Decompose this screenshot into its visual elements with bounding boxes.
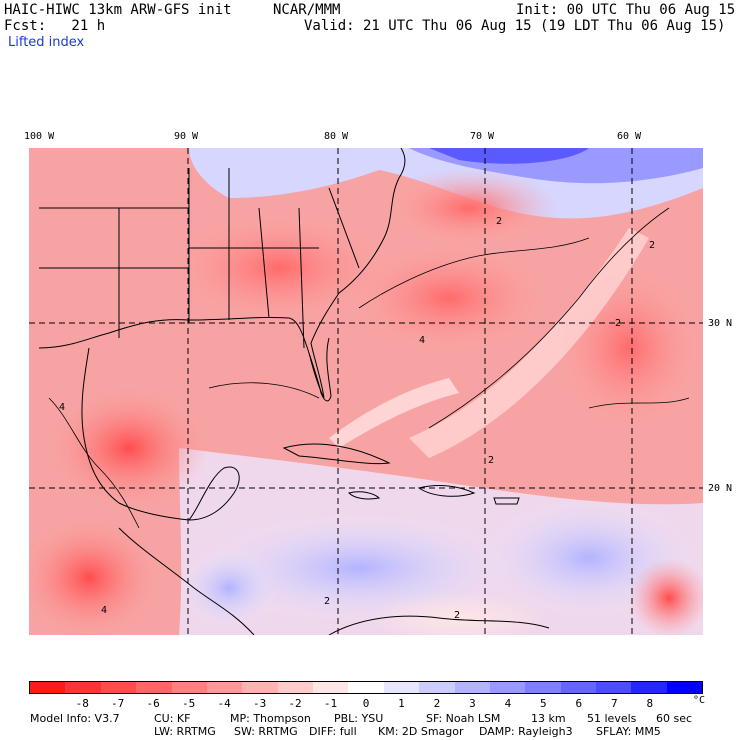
colorbar-segment [631, 682, 667, 693]
footer-sf: SF: Noah LSM [426, 712, 501, 725]
init-time: Init: 00 UTC Thu 06 Aug 15 [516, 2, 736, 18]
colorbar-tick-label: 5 [540, 697, 547, 710]
colorbar-tick-label: 2 [433, 697, 441, 710]
colorbar-segment [596, 682, 632, 693]
footer-lw: LW: RRTMG [154, 725, 216, 738]
footer-sw: SW: RRTMG [234, 725, 298, 738]
contour-label: 2 [454, 610, 460, 621]
colorbar-segment [313, 682, 349, 693]
colorbar-segment [666, 682, 703, 693]
model-title: HAIC-HIWC 13km ARW-GFS init [4, 2, 232, 18]
colorbar-unit: °C [693, 695, 706, 706]
colorbar-tick-label: -4 [217, 697, 231, 710]
colorbar-segment [277, 682, 313, 693]
colorbar-tick-label: -2 [288, 697, 302, 710]
lon-label-80w: 80 W [324, 131, 349, 142]
colorbar-tick-label: 6 [575, 697, 583, 710]
colorbar-tick-label: -3 [252, 697, 267, 710]
colorbar-segment [30, 682, 66, 693]
footer-cu: CU: KF [154, 712, 191, 725]
colorbar-tick-label: -8 [75, 697, 89, 710]
colorbar-segment [171, 682, 207, 693]
colorbar-tick-label: 3 [469, 697, 476, 710]
contour-label: 2 [615, 318, 621, 329]
contour-label: 2 [324, 596, 330, 607]
contour-label: 4 [59, 402, 65, 413]
colorbar-segment [525, 682, 561, 693]
lat-label-20n: 20 N [708, 483, 733, 494]
lifted-index-map: 2 2 2 4 4 2 2 2 4 [29, 148, 703, 635]
footer-timestep: 60 sec [656, 712, 693, 725]
lat-label-30n: 30 N [708, 318, 733, 329]
valid-time: Valid: 21 UTC Thu 06 Aug 15 (19 LDT Thu … [304, 18, 726, 34]
colorbar-segment [419, 682, 455, 693]
colorbar-segment [489, 682, 526, 693]
footer-levels: 51 levels [587, 712, 637, 725]
colorbar-tick-label: 1 [398, 697, 405, 710]
footer-km: KM: 2D Smagor [378, 725, 464, 738]
colorbar-tick-label: 4 [504, 697, 512, 710]
footer-resolution: 13 km [531, 712, 566, 725]
colorbar-segment [206, 682, 243, 693]
colorbar-tick-label: 7 [611, 697, 618, 710]
colorbar-segment [136, 682, 172, 693]
contour-label: 4 [101, 605, 107, 616]
colorbar-tick-label: -1 [323, 697, 338, 710]
footer-damp: DAMP: Rayleigh3 [479, 725, 573, 738]
org-label: NCAR/MMM [273, 2, 341, 18]
colorbar-tick-label: -5 [182, 697, 196, 710]
lon-label-100w: 100 W [24, 131, 55, 142]
colorbar [29, 681, 703, 694]
colorbar-segment [560, 682, 596, 693]
lon-label-90w: 90 W [174, 131, 199, 142]
colorbar-segment [383, 682, 420, 693]
colorbar-tick-label: -7 [111, 697, 125, 710]
field-name: Lifted index [8, 35, 85, 50]
contour-label: 2 [649, 240, 655, 251]
forecast-hour: Fcst: 21 h [4, 18, 106, 34]
colorbar-segment [65, 682, 101, 693]
footer-sflay: SFLAY: MM5 [596, 725, 661, 738]
colorbar-segment [242, 682, 278, 693]
contour-label: 4 [419, 335, 425, 346]
footer-model-info: Model Info: V3.7 [30, 712, 120, 725]
contour-label: 2 [488, 455, 494, 466]
colorbar-tick-label: 0 [362, 697, 370, 710]
footer-mp: MP: Thompson [230, 712, 311, 725]
colorbar-tick-label: 8 [646, 697, 654, 710]
colorbar-tick-label: -6 [146, 697, 160, 710]
colorbar-segment [348, 682, 384, 693]
contour-label: 2 [496, 216, 502, 227]
lon-label-60w: 60 W [617, 131, 642, 142]
lon-label-70w: 70 W [470, 131, 495, 142]
colorbar-segment [454, 682, 490, 693]
footer-diff: DIFF: full [309, 725, 357, 738]
footer-pbl: PBL: YSU [334, 712, 384, 725]
colorbar-segment [100, 682, 137, 693]
